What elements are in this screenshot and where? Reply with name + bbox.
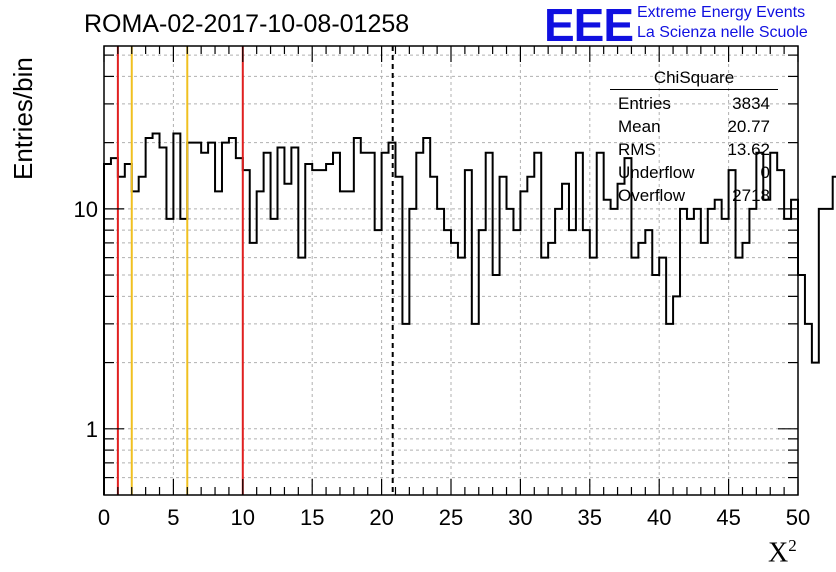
stats-row-overflow: Overflow 2718 xyxy=(610,184,778,207)
stats-value: 13.62 xyxy=(727,140,770,159)
stats-value: 3834 xyxy=(732,94,770,113)
stats-box: ChiSquare Entries 3834 Mean 20.77 RMS 13… xyxy=(610,68,778,207)
x-tick-label: 35 xyxy=(578,505,602,530)
stats-label: RMS xyxy=(618,140,656,159)
stats-value: 0 xyxy=(760,163,770,182)
stats-row-underflow: Underflow 0 xyxy=(610,161,778,184)
stats-label: Overflow xyxy=(618,186,686,205)
histogram-outline xyxy=(103,132,836,495)
x-tick-label: 0 xyxy=(98,505,110,530)
stats-label: Entries xyxy=(618,94,671,113)
logo-line-1: Extreme Energy Events xyxy=(637,4,806,21)
stats-title: ChiSquare xyxy=(610,68,778,90)
eee-logo: EEE xyxy=(544,0,634,51)
y-tick-label: 10 xyxy=(74,197,98,222)
x-axis-label: X2 xyxy=(768,536,797,569)
stats-value: 2718 xyxy=(732,186,770,205)
marker-lines-layer xyxy=(116,46,394,495)
x-axis-label-base: X xyxy=(768,537,789,569)
x-tick-label: 10 xyxy=(231,505,255,530)
x-tick-label: 20 xyxy=(369,505,393,530)
logo-line-2: La Scienza nelle Scuole xyxy=(637,24,808,41)
grid-layer xyxy=(104,46,798,495)
x-tick-label: 30 xyxy=(508,505,532,530)
x-tick-label: 5 xyxy=(167,505,179,530)
y-axis-label: Entries/bin xyxy=(8,57,38,180)
stats-row-mean: Mean 20.77 xyxy=(610,115,778,138)
stats-value: 20.77 xyxy=(727,117,770,136)
x-axis-label-superscript: 2 xyxy=(788,536,797,555)
x-tick-label: 40 xyxy=(647,505,671,530)
stats-label: Underflow xyxy=(618,163,695,182)
y-tick-label: 1 xyxy=(86,417,98,442)
histogram-layer xyxy=(103,132,836,495)
x-tick-label: 45 xyxy=(716,505,740,530)
stats-row-rms: RMS 13.62 xyxy=(610,138,778,161)
stats-row-entries: Entries 3834 xyxy=(610,92,778,115)
x-tick-label: 15 xyxy=(300,505,324,530)
axes-layer: 0 5 10 15 20 25 30 35 40 45 50 1 10 xyxy=(74,45,810,530)
chart-title: ROMA-02-2017-10-08-01258 xyxy=(84,10,410,38)
x-tick-label: 25 xyxy=(439,505,463,530)
x-tick-label: 50 xyxy=(786,505,810,530)
stats-label: Mean xyxy=(618,117,661,136)
